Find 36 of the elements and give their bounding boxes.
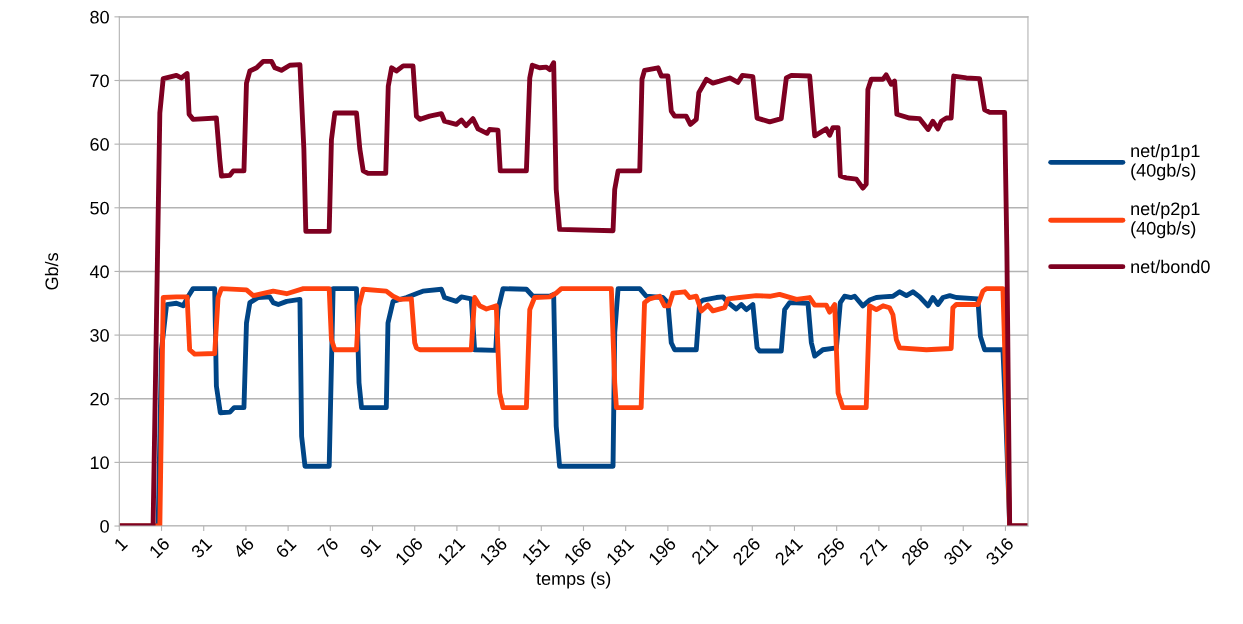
y-tick-label: 60 — [90, 138, 109, 151]
x-tick-label: 121 — [436, 536, 466, 566]
x-tick-label: 16 — [148, 536, 171, 559]
x-tick-label: 166 — [563, 536, 593, 566]
y-tick-label: 20 — [90, 392, 109, 406]
legend-label: net/p1p1 (40gb/s) — [1131, 143, 1200, 181]
y-tick-label: 0 — [100, 519, 109, 533]
x-tick-label: 31 — [190, 536, 213, 559]
x-tick-label: 241 — [774, 536, 804, 566]
x-tick-label: 316 — [984, 536, 1015, 566]
x-tick-label: 106 — [394, 536, 424, 566]
x-tick-label: 286 — [900, 536, 930, 566]
legend-label: net/p2p1 (40gb/s) — [1131, 201, 1200, 239]
x-tick-label: 61 — [274, 536, 297, 559]
y-tick-label: 30 — [90, 329, 109, 342]
x-tick-label: 196 — [647, 536, 677, 566]
x-tick-label: 271 — [858, 536, 888, 566]
x-tick-label: 136 — [479, 536, 508, 566]
x-tick-label: 76 — [317, 536, 340, 559]
x-tick-label: 46 — [232, 536, 255, 560]
y-tick-label: 40 — [89, 265, 109, 279]
x-tick-label: 1 — [113, 536, 128, 552]
y-tick-label: 50 — [90, 201, 109, 215]
y-tick-label: 10 — [90, 456, 109, 470]
legend-label: net/bond0 — [1131, 259, 1210, 274]
x-tick-label: 256 — [816, 536, 846, 566]
x-tick-label: 211 — [690, 536, 719, 565]
y-tick-label: 70 — [90, 74, 109, 88]
x-tick-label: 226 — [731, 536, 762, 566]
x-tick-label: 181 — [605, 536, 635, 566]
x-tick-label: 151 — [521, 536, 551, 566]
y-axis-title: Gb/s — [44, 253, 59, 290]
x-axis-title: temps (s) — [536, 571, 611, 589]
y-tick-label: 80 — [90, 10, 109, 24]
x-tick-label: 91 — [359, 536, 382, 559]
x-tick-label: 301 — [942, 536, 973, 566]
